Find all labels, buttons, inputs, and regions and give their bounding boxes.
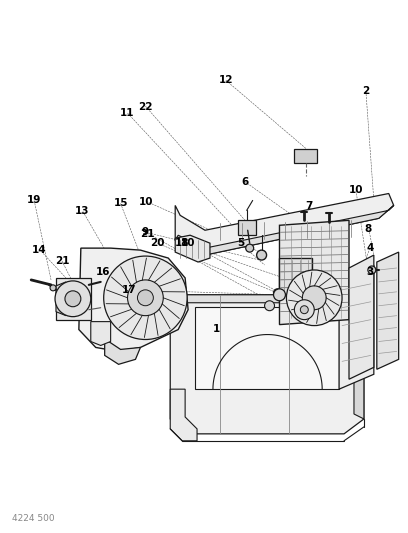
Text: 2: 2 <box>362 86 370 96</box>
Text: 6: 6 <box>241 177 248 187</box>
Text: 12: 12 <box>219 75 233 85</box>
Text: 7: 7 <box>306 200 313 211</box>
Text: 1: 1 <box>213 324 220 334</box>
Polygon shape <box>170 295 364 310</box>
Text: 4: 4 <box>366 243 374 253</box>
Polygon shape <box>238 220 256 235</box>
Text: 13: 13 <box>75 206 90 216</box>
Polygon shape <box>105 334 140 365</box>
Text: 10: 10 <box>349 185 363 195</box>
Polygon shape <box>279 220 349 325</box>
Circle shape <box>65 291 81 306</box>
Text: 18: 18 <box>175 238 189 248</box>
Circle shape <box>50 285 56 291</box>
Polygon shape <box>279 258 312 295</box>
Text: 15: 15 <box>114 198 128 208</box>
Text: 19: 19 <box>27 195 41 205</box>
Polygon shape <box>349 255 374 379</box>
Circle shape <box>300 306 308 314</box>
Polygon shape <box>175 193 394 255</box>
Polygon shape <box>170 389 197 441</box>
Text: 3: 3 <box>366 267 374 277</box>
Polygon shape <box>170 295 364 434</box>
Polygon shape <box>56 282 66 316</box>
Polygon shape <box>79 248 188 351</box>
Polygon shape <box>175 235 210 262</box>
Text: 20: 20 <box>150 238 165 248</box>
Text: 21: 21 <box>140 229 155 239</box>
Polygon shape <box>339 265 374 389</box>
Text: 17: 17 <box>122 285 136 295</box>
Text: 21: 21 <box>55 256 69 266</box>
Polygon shape <box>295 149 317 163</box>
Polygon shape <box>175 205 394 255</box>
Circle shape <box>273 289 286 301</box>
Circle shape <box>302 286 326 310</box>
Text: 4224 500: 4224 500 <box>11 514 54 523</box>
Circle shape <box>257 250 266 260</box>
Circle shape <box>295 300 314 320</box>
Circle shape <box>368 266 376 274</box>
Circle shape <box>128 280 163 316</box>
Polygon shape <box>91 321 111 345</box>
Text: 8: 8 <box>364 224 372 235</box>
Text: 22: 22 <box>138 102 153 111</box>
Text: 14: 14 <box>31 245 46 255</box>
Circle shape <box>137 290 153 306</box>
Circle shape <box>273 289 282 297</box>
Text: 9: 9 <box>142 227 149 237</box>
Polygon shape <box>56 278 91 320</box>
Circle shape <box>55 281 91 317</box>
Text: 5: 5 <box>237 238 244 248</box>
Circle shape <box>286 270 342 326</box>
Polygon shape <box>377 252 399 369</box>
Text: 10: 10 <box>139 197 154 207</box>
Text: 10: 10 <box>181 238 195 248</box>
Circle shape <box>104 256 187 340</box>
Polygon shape <box>195 306 339 389</box>
Text: 16: 16 <box>95 267 110 277</box>
Circle shape <box>264 301 275 311</box>
Polygon shape <box>354 303 364 419</box>
Text: 11: 11 <box>120 108 134 118</box>
Circle shape <box>246 244 254 252</box>
